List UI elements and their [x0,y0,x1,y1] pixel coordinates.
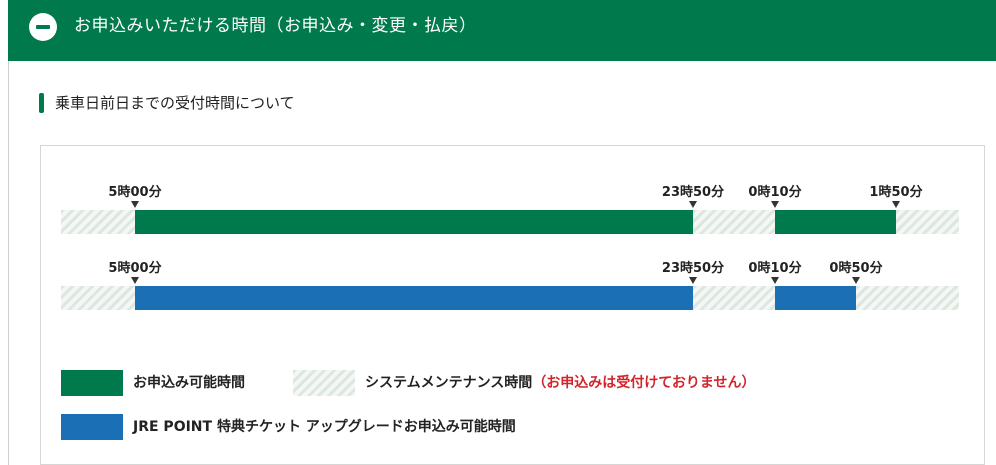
minus-circle-icon[interactable] [29,13,57,41]
timeline-1-maintenance-midnight [693,210,775,234]
timeline-1-maintenance-late [896,210,959,234]
timeline-1-arrow-reopen [771,201,779,208]
timeline-2-marker-reopen: 0時10分 [748,261,802,276]
timeline-2-marker-start: 5時00分 [108,261,162,276]
timeline-1-arrow-end [892,201,900,208]
timeline-2-arrow-close [689,277,697,284]
timeline-2-maintenance-early [61,286,135,310]
timeline-1-arrow-start [131,201,139,208]
timeline-1-available-late [775,210,896,234]
timeline-1-marker-start: 5時00分 [108,185,162,200]
section-panel: 乗車日前日までの受付時間について 5時00分 23時50分 0時10分 1時50… [8,61,996,465]
timeline-2-bar [61,286,959,310]
timeline-2-maintenance-late [856,286,959,310]
legend-maintenance-note: （お申込みは受付けておりません） [532,375,756,391]
timeline-1-marker-close: 23時50分 [661,185,725,200]
timeline-1-maintenance-early [61,210,135,234]
legend-jre-point-label: JRE POINT 特典チケット アップグレードお申込み可能時間 [133,419,516,435]
timeline-2-available-main [135,286,693,310]
section-title: お申込みいただける時間（お申込み・変更・払戻） [74,16,477,36]
timeline-chart: 5時00分 23時50分 0時10分 1時50分 5時00分 23時50分 0時… [40,145,985,465]
legend-available-label: お申込み可能時間 [133,375,245,391]
timeline-1-arrow-close [689,201,697,208]
legend-swatch-green [61,370,123,396]
timeline-2-maintenance-midnight [693,286,775,310]
timeline-1-bar [61,210,959,234]
legend-maintenance-text: システムメンテナンス時間（お申込みは受付けておりません） [365,370,755,396]
legend-swatch-blue [61,414,123,440]
legend-maintenance-label: システムメンテナンス時間 [365,375,533,391]
timeline-1-marker-reopen: 0時10分 [748,185,802,200]
timeline-2-arrow-start [131,277,139,284]
subheading-text: 乗車日前日までの受付時間について [55,94,295,112]
legend-maintenance: システムメンテナンス時間（お申込みは受付けておりません） [293,370,973,396]
timeline-1-available-main [135,210,693,234]
timeline-2-arrow-end [852,277,860,284]
legend-available: お申込み可能時間 [61,370,301,396]
legend-swatch-hatched [293,370,355,396]
timeline-2-marker-close: 23時50分 [661,261,725,276]
timeline-2-arrow-reopen [771,277,779,284]
section-header[interactable]: お申込みいただける時間（お申込み・変更・払戻） [8,0,996,61]
legend-jre-point: JRE POINT 特典チケット アップグレードお申込み可能時間 [61,414,761,440]
timeline-2-marker-end: 0時50分 [829,261,883,276]
subheading-accent-bar [39,93,44,113]
timeline-2-available-late [775,286,856,310]
timeline-1-marker-end: 1時50分 [869,185,923,200]
